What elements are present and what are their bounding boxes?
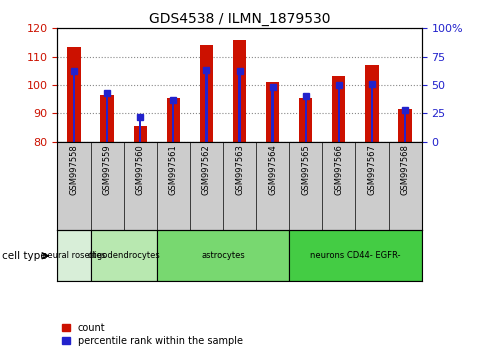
Bar [90,230,157,281]
Bar [167,98,180,142]
Bar [233,40,246,142]
Bar [139,117,141,142]
Text: cell type: cell type [2,251,47,261]
Bar [172,100,175,142]
Bar [239,72,241,142]
Bar [399,109,412,142]
Text: neurons CD44- EGFR-: neurons CD44- EGFR- [310,251,401,260]
Text: GSM997558: GSM997558 [69,144,78,195]
Text: GSM997560: GSM997560 [136,144,145,195]
Title: GDS4538 / ILMN_1879530: GDS4538 / ILMN_1879530 [149,12,330,26]
Bar [106,93,108,142]
Text: GSM997564: GSM997564 [268,144,277,195]
Text: GSM997563: GSM997563 [235,144,244,195]
Text: GSM997565: GSM997565 [301,144,310,195]
Text: GSM997566: GSM997566 [334,144,343,195]
Text: oligodendrocytes: oligodendrocytes [87,251,160,260]
Bar [365,65,379,142]
Legend: count, percentile rank within the sample: count, percentile rank within the sample [62,323,243,346]
Bar [338,85,340,142]
Bar [205,70,208,142]
Bar [304,96,307,142]
Text: GSM997559: GSM997559 [103,144,112,195]
Text: neural rosettes: neural rosettes [42,251,106,260]
Text: GSM997562: GSM997562 [202,144,211,195]
Bar [157,230,289,281]
Bar [289,230,422,281]
Bar [299,98,312,142]
Bar [57,230,90,281]
Bar [332,76,345,142]
Text: astrocytes: astrocytes [201,251,245,260]
Bar [134,126,147,142]
Text: GSM997561: GSM997561 [169,144,178,195]
Bar [371,84,373,142]
Bar [100,95,114,142]
Text: GSM997567: GSM997567 [367,144,376,195]
Bar [67,47,80,142]
Bar [266,82,279,142]
Bar [271,87,274,142]
Bar [404,110,406,142]
Bar [73,72,75,142]
Bar [200,45,213,142]
Text: GSM997568: GSM997568 [401,144,410,195]
